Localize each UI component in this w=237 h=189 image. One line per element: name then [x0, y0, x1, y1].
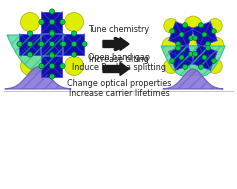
Circle shape — [179, 32, 184, 37]
Circle shape — [27, 52, 33, 57]
Text: Open band gap: Open band gap — [88, 53, 150, 61]
Polygon shape — [7, 35, 69, 71]
Circle shape — [60, 63, 65, 69]
Circle shape — [176, 41, 181, 46]
Circle shape — [39, 41, 44, 47]
Circle shape — [49, 74, 55, 79]
Circle shape — [211, 58, 216, 63]
Circle shape — [60, 19, 65, 25]
Circle shape — [170, 58, 175, 63]
Circle shape — [188, 52, 193, 57]
Circle shape — [164, 59, 178, 74]
Polygon shape — [5, 67, 71, 89]
Polygon shape — [192, 22, 217, 47]
Polygon shape — [192, 45, 217, 70]
Circle shape — [40, 32, 64, 56]
Circle shape — [192, 36, 198, 40]
Circle shape — [205, 46, 210, 50]
Circle shape — [49, 30, 55, 35]
Circle shape — [162, 37, 180, 55]
Circle shape — [71, 31, 77, 36]
FancyArrow shape — [103, 63, 129, 75]
Text: Increase tilting: Increase tilting — [89, 54, 149, 64]
Polygon shape — [169, 22, 194, 47]
Text: Increase carrier lifetimes: Increase carrier lifetimes — [69, 88, 169, 98]
Circle shape — [64, 57, 83, 75]
Circle shape — [20, 57, 40, 75]
Polygon shape — [41, 56, 63, 77]
Polygon shape — [161, 46, 207, 76]
Text: Induce Rashba splitting: Induce Rashba splitting — [72, 63, 166, 71]
Circle shape — [192, 52, 198, 57]
Circle shape — [184, 37, 202, 55]
FancyArrow shape — [103, 37, 129, 50]
Text: Tune chemistry: Tune chemistry — [88, 25, 150, 33]
Circle shape — [182, 23, 187, 28]
Circle shape — [71, 52, 77, 57]
Circle shape — [82, 41, 87, 47]
Circle shape — [184, 16, 202, 34]
Circle shape — [61, 41, 66, 47]
Circle shape — [17, 41, 22, 47]
Circle shape — [38, 41, 43, 47]
Circle shape — [60, 41, 65, 47]
Circle shape — [49, 53, 55, 58]
Circle shape — [164, 19, 178, 33]
Circle shape — [39, 19, 44, 25]
Polygon shape — [64, 33, 85, 54]
Circle shape — [182, 64, 187, 69]
Polygon shape — [41, 12, 63, 33]
Circle shape — [205, 41, 210, 46]
Circle shape — [71, 41, 77, 47]
Polygon shape — [19, 33, 41, 54]
Circle shape — [208, 19, 222, 33]
Circle shape — [49, 9, 55, 14]
Circle shape — [27, 31, 33, 36]
Circle shape — [188, 36, 193, 40]
Polygon shape — [169, 45, 194, 70]
Circle shape — [211, 29, 216, 34]
Circle shape — [39, 63, 44, 69]
Circle shape — [170, 29, 175, 34]
Polygon shape — [179, 46, 225, 76]
Circle shape — [184, 58, 202, 76]
Text: Change optical properties: Change optical properties — [67, 80, 171, 88]
Circle shape — [208, 59, 222, 74]
Circle shape — [202, 55, 207, 60]
Circle shape — [49, 63, 55, 69]
Circle shape — [20, 12, 40, 32]
Circle shape — [199, 23, 204, 28]
Circle shape — [64, 12, 83, 32]
Circle shape — [199, 64, 204, 69]
Circle shape — [206, 37, 224, 55]
Circle shape — [49, 52, 55, 57]
Polygon shape — [41, 33, 63, 54]
Circle shape — [27, 41, 33, 47]
Circle shape — [202, 32, 207, 37]
Circle shape — [49, 31, 55, 36]
Circle shape — [179, 55, 184, 60]
Circle shape — [176, 46, 181, 50]
Circle shape — [49, 41, 55, 47]
Circle shape — [49, 19, 55, 25]
Polygon shape — [163, 69, 223, 89]
